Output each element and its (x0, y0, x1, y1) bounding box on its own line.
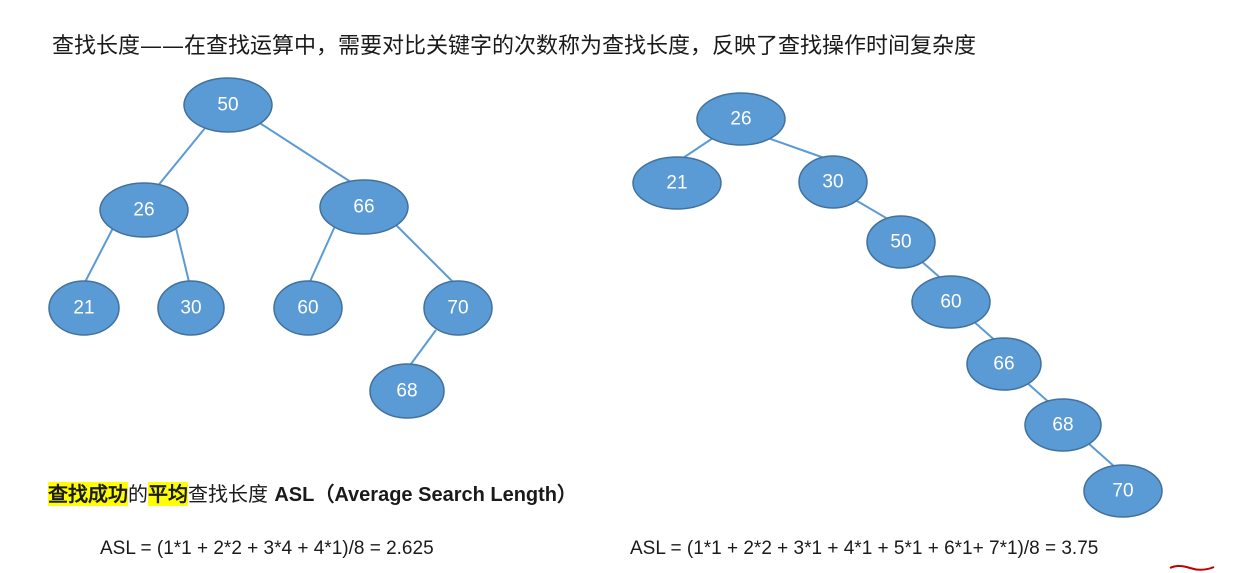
edge-r68-r70 (1087, 442, 1117, 469)
formula-right-prefix: ASL = (1*1 + 2*2 + 3*1 + 4*1 + 5*1 + 6*1… (630, 538, 1062, 559)
formula-left: ASL = (1*1 + 2*2 + 3*4 + 4*1)/8 = 2.625 (100, 538, 434, 559)
tree-node: 66 (319, 179, 409, 235)
node-label: 26 (133, 200, 154, 221)
node-label: 60 (940, 292, 961, 313)
tree-node: 26 (99, 182, 189, 238)
node-label: 68 (396, 381, 417, 402)
tree-node: 21 (632, 156, 722, 210)
left-tree-nodes: 50 26 66 21 30 60 70 68 (48, 77, 493, 419)
tree-node: 60 (911, 275, 991, 329)
asl-title: 查找成功的平均查找长度 ASL（Average Search Length） (48, 478, 577, 507)
node-label: 26 (730, 109, 751, 130)
edge-r26-r21 (679, 135, 717, 161)
tree-node: 30 (798, 155, 868, 209)
edge-66-60 (307, 225, 336, 287)
node-label: 30 (180, 298, 201, 319)
node-label: 70 (447, 298, 468, 319)
tree-node: 70 (423, 280, 493, 336)
node-label: 21 (666, 173, 687, 194)
asl-title-text-2: 查找长度 (188, 482, 275, 506)
node-label: 50 (890, 232, 911, 253)
tree-node: 66 (966, 337, 1042, 391)
tree-node: 30 (157, 280, 225, 336)
tree-node: 21 (48, 280, 120, 336)
red-underline-mark (1169, 565, 1215, 571)
node-label: 66 (353, 197, 374, 218)
tree-node: 60 (273, 280, 343, 336)
left-tree-edges (82, 117, 459, 369)
node-label: 66 (993, 354, 1014, 375)
highlight-success: 查找成功 (48, 482, 128, 506)
tree-node: 70 (1083, 464, 1163, 518)
asl-title-english: ASL（Average Search Length） (274, 484, 578, 506)
edge-26-30 (175, 227, 191, 287)
edge-66-70 (394, 223, 459, 288)
tree-node: 50 (183, 77, 273, 133)
tree-node: 68 (369, 363, 445, 419)
node-label: 50 (217, 95, 238, 116)
node-label: 21 (73, 298, 94, 319)
edge-50-26 (151, 121, 211, 194)
page-heading: 查找长度——在查找运算中，需要对比关键字的次数称为查找长度，反映了查找操作时间复… (52, 34, 977, 59)
right-tree-nodes: 26 21 30 50 60 66 68 70 (632, 92, 1163, 518)
edge-r26-r30 (761, 135, 831, 161)
edge-26-21 (82, 225, 115, 287)
node-label: 60 (297, 298, 318, 319)
tree-node: 26 (696, 92, 786, 146)
highlight-average: 平均 (148, 482, 188, 506)
tree-node: 68 (1024, 398, 1102, 452)
tree-node: 50 (866, 215, 936, 269)
asl-title-text-1: 的 (128, 482, 148, 506)
formula-right-result: 3.75 (1061, 538, 1099, 559)
node-label: 70 (1112, 481, 1133, 502)
edge-70-68 (407, 329, 437, 369)
edge-50-66 (251, 117, 358, 187)
formula-right: ASL = (1*1 + 2*2 + 3*1 + 4*1 + 5*1 + 6*1… (630, 538, 1098, 560)
node-label: 68 (1052, 415, 1073, 436)
node-label: 30 (822, 172, 843, 193)
